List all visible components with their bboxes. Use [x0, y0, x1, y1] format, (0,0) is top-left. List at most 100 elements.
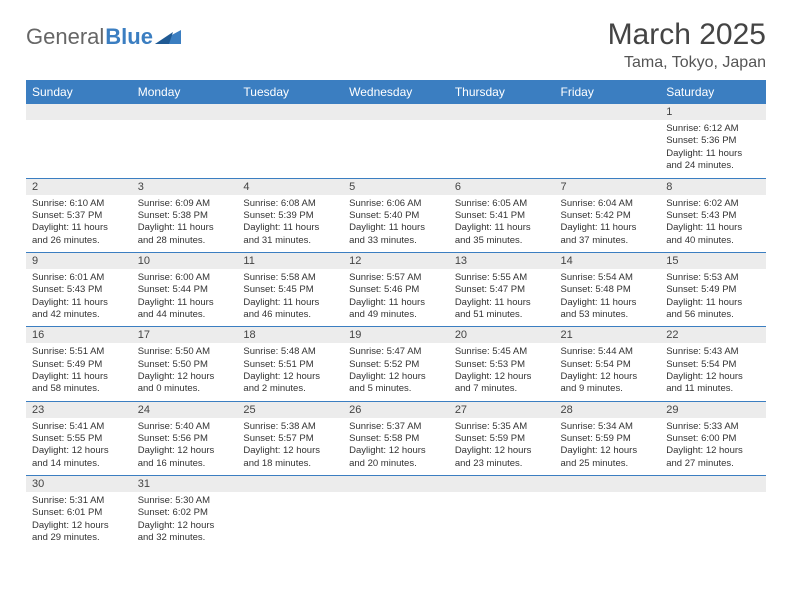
- daylight-text: Daylight: 12 hours and 27 minutes.: [666, 445, 760, 470]
- day-details: [555, 492, 661, 500]
- day-number: 17: [132, 327, 238, 343]
- sunset-text: Sunset: 5:45 PM: [243, 284, 337, 296]
- daylight-text: Daylight: 12 hours and 9 minutes.: [561, 371, 655, 396]
- day-number: 19: [343, 327, 449, 343]
- day-number: 8: [660, 179, 766, 195]
- calendar-cell: 16Sunrise: 5:51 AMSunset: 5:49 PMDayligh…: [26, 327, 132, 401]
- day-number: [555, 104, 661, 120]
- daylight-text: Daylight: 11 hours and 44 minutes.: [138, 297, 232, 322]
- sunrise-text: Sunrise: 5:48 AM: [243, 346, 337, 358]
- sunrise-text: Sunrise: 6:08 AM: [243, 198, 337, 210]
- calendar-row: 16Sunrise: 5:51 AMSunset: 5:49 PMDayligh…: [26, 327, 766, 401]
- calendar-row: 23Sunrise: 5:41 AMSunset: 5:55 PMDayligh…: [26, 401, 766, 475]
- day-details: Sunrise: 5:37 AMSunset: 5:58 PMDaylight:…: [343, 418, 449, 475]
- sunset-text: Sunset: 5:43 PM: [32, 284, 126, 296]
- calendar-cell: 26Sunrise: 5:37 AMSunset: 5:58 PMDayligh…: [343, 401, 449, 475]
- calendar-cell: 7Sunrise: 6:04 AMSunset: 5:42 PMDaylight…: [555, 178, 661, 252]
- calendar-cell: [132, 104, 238, 178]
- calendar-cell: 15Sunrise: 5:53 AMSunset: 5:49 PMDayligh…: [660, 252, 766, 326]
- sunset-text: Sunset: 6:00 PM: [666, 433, 760, 445]
- calendar-cell: 4Sunrise: 6:08 AMSunset: 5:39 PMDaylight…: [237, 178, 343, 252]
- sunrise-text: Sunrise: 5:43 AM: [666, 346, 760, 358]
- day-number: [343, 476, 449, 492]
- calendar-cell: [555, 104, 661, 178]
- logo-blue: Blue: [105, 24, 153, 50]
- calendar-cell: 20Sunrise: 5:45 AMSunset: 5:53 PMDayligh…: [449, 327, 555, 401]
- daylight-text: Daylight: 11 hours and 56 minutes.: [666, 297, 760, 322]
- day-details: Sunrise: 5:54 AMSunset: 5:48 PMDaylight:…: [555, 269, 661, 326]
- calendar-cell: 1Sunrise: 6:12 AMSunset: 5:36 PMDaylight…: [660, 104, 766, 178]
- sunset-text: Sunset: 5:49 PM: [666, 284, 760, 296]
- calendar-cell: 6Sunrise: 6:05 AMSunset: 5:41 PMDaylight…: [449, 178, 555, 252]
- calendar-cell: [237, 476, 343, 550]
- day-number: [660, 476, 766, 492]
- day-number: 5: [343, 179, 449, 195]
- sunset-text: Sunset: 5:49 PM: [32, 359, 126, 371]
- title-block: March 2025 Tama, Tokyo, Japan: [608, 18, 766, 72]
- day-number: 11: [237, 253, 343, 269]
- day-number: 2: [26, 179, 132, 195]
- sunrise-text: Sunrise: 5:53 AM: [666, 272, 760, 284]
- day-details: Sunrise: 5:30 AMSunset: 6:02 PMDaylight:…: [132, 492, 238, 549]
- sunset-text: Sunset: 5:40 PM: [349, 210, 443, 222]
- daylight-text: Daylight: 11 hours and 46 minutes.: [243, 297, 337, 322]
- month-title: March 2025: [608, 18, 766, 52]
- daylight-text: Daylight: 12 hours and 29 minutes.: [32, 520, 126, 545]
- daylight-text: Daylight: 11 hours and 26 minutes.: [32, 222, 126, 247]
- location: Tama, Tokyo, Japan: [608, 54, 766, 72]
- day-details: Sunrise: 5:33 AMSunset: 6:00 PMDaylight:…: [660, 418, 766, 475]
- day-number: [343, 104, 449, 120]
- daylight-text: Daylight: 11 hours and 49 minutes.: [349, 297, 443, 322]
- daylight-text: Daylight: 12 hours and 18 minutes.: [243, 445, 337, 470]
- calendar-cell: 3Sunrise: 6:09 AMSunset: 5:38 PMDaylight…: [132, 178, 238, 252]
- sunset-text: Sunset: 5:58 PM: [349, 433, 443, 445]
- daylight-text: Daylight: 11 hours and 58 minutes.: [32, 371, 126, 396]
- weekday-header: Tuesday: [237, 80, 343, 104]
- day-number: 13: [449, 253, 555, 269]
- sunset-text: Sunset: 5:42 PM: [561, 210, 655, 222]
- sunrise-text: Sunrise: 5:51 AM: [32, 346, 126, 358]
- day-number: 25: [237, 402, 343, 418]
- daylight-text: Daylight: 12 hours and 32 minutes.: [138, 520, 232, 545]
- day-details: Sunrise: 6:00 AMSunset: 5:44 PMDaylight:…: [132, 269, 238, 326]
- day-number: 12: [343, 253, 449, 269]
- sunrise-text: Sunrise: 5:47 AM: [349, 346, 443, 358]
- sunrise-text: Sunrise: 6:09 AM: [138, 198, 232, 210]
- calendar-cell: 9Sunrise: 6:01 AMSunset: 5:43 PMDaylight…: [26, 252, 132, 326]
- daylight-text: Daylight: 11 hours and 24 minutes.: [666, 148, 760, 173]
- day-details: Sunrise: 6:10 AMSunset: 5:37 PMDaylight:…: [26, 195, 132, 252]
- day-number: 21: [555, 327, 661, 343]
- day-number: 24: [132, 402, 238, 418]
- sunrise-text: Sunrise: 5:54 AM: [561, 272, 655, 284]
- calendar-cell: [237, 104, 343, 178]
- calendar-cell: 11Sunrise: 5:58 AMSunset: 5:45 PMDayligh…: [237, 252, 343, 326]
- sunset-text: Sunset: 5:54 PM: [666, 359, 760, 371]
- day-details: Sunrise: 5:34 AMSunset: 5:59 PMDaylight:…: [555, 418, 661, 475]
- day-number: 27: [449, 402, 555, 418]
- sunrise-text: Sunrise: 5:57 AM: [349, 272, 443, 284]
- daylight-text: Daylight: 12 hours and 16 minutes.: [138, 445, 232, 470]
- calendar-cell: [26, 104, 132, 178]
- day-details: Sunrise: 6:05 AMSunset: 5:41 PMDaylight:…: [449, 195, 555, 252]
- daylight-text: Daylight: 11 hours and 37 minutes.: [561, 222, 655, 247]
- sunrise-text: Sunrise: 5:44 AM: [561, 346, 655, 358]
- daylight-text: Daylight: 11 hours and 28 minutes.: [138, 222, 232, 247]
- sunset-text: Sunset: 5:41 PM: [455, 210, 549, 222]
- sunrise-text: Sunrise: 5:45 AM: [455, 346, 549, 358]
- calendar-cell: 21Sunrise: 5:44 AMSunset: 5:54 PMDayligh…: [555, 327, 661, 401]
- sunset-text: Sunset: 5:39 PM: [243, 210, 337, 222]
- sunset-text: Sunset: 5:59 PM: [455, 433, 549, 445]
- header: General Blue March 2025 Tama, Tokyo, Jap…: [26, 18, 766, 72]
- calendar-cell: 5Sunrise: 6:06 AMSunset: 5:40 PMDaylight…: [343, 178, 449, 252]
- day-number: 30: [26, 476, 132, 492]
- sunrise-text: Sunrise: 5:38 AM: [243, 421, 337, 433]
- calendar-row: 30Sunrise: 5:31 AMSunset: 6:01 PMDayligh…: [26, 476, 766, 550]
- day-number: 10: [132, 253, 238, 269]
- sunset-text: Sunset: 5:55 PM: [32, 433, 126, 445]
- sunrise-text: Sunrise: 5:37 AM: [349, 421, 443, 433]
- day-details: Sunrise: 5:47 AMSunset: 5:52 PMDaylight:…: [343, 343, 449, 400]
- weekday-header: Thursday: [449, 80, 555, 104]
- calendar-cell: [449, 104, 555, 178]
- calendar-cell: 30Sunrise: 5:31 AMSunset: 6:01 PMDayligh…: [26, 476, 132, 550]
- sunset-text: Sunset: 5:37 PM: [32, 210, 126, 222]
